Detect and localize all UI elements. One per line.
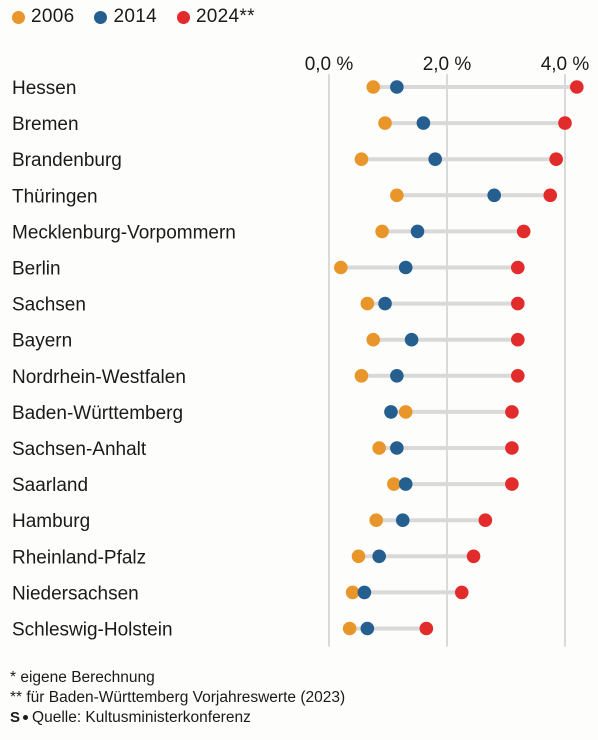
category-label: Hessen xyxy=(12,78,76,99)
data-point-2024 xyxy=(516,224,531,239)
data-point-2024 xyxy=(505,477,519,491)
data-point-2024 xyxy=(543,188,558,203)
data-point-2024 xyxy=(558,116,572,130)
category-label: Saarland xyxy=(12,475,88,496)
data-point-2006 xyxy=(366,332,381,347)
data-point-2014 xyxy=(390,80,404,94)
data-point-2024 xyxy=(466,549,481,564)
legend-swatch xyxy=(176,10,190,24)
category-label: Niedersachsen xyxy=(12,583,139,604)
data-point-2024 xyxy=(570,80,584,94)
legend-swatch xyxy=(12,10,25,24)
data-point-2024 xyxy=(505,405,519,419)
data-point-2014 xyxy=(428,152,443,166)
data-point-2014 xyxy=(416,116,431,130)
data-point-2024 xyxy=(454,585,469,600)
footnote-bw-previous-year: ** für Baden-Württemberg Vorjahreswerte … xyxy=(10,689,346,706)
data-point-2024 xyxy=(505,441,519,455)
x-tick-label: 2,0 % xyxy=(423,54,472,75)
category-label: Bayern xyxy=(12,331,72,352)
data-point-2014 xyxy=(390,369,404,383)
data-point-2014 xyxy=(487,188,502,203)
legend-item-2006: 2006 xyxy=(12,6,74,28)
x-tick-label: 0,0 % xyxy=(305,54,354,75)
category-label: Hamburg xyxy=(12,511,90,532)
dot-plot-chart: 0,0 % 2,0 % 4,0 % Hessen Bremen Brandenburg Th… xyxy=(12,54,590,647)
data-point-2014 xyxy=(404,332,419,347)
data-point-2014 xyxy=(410,224,425,239)
category-label: Rheinland-Pfalz xyxy=(12,547,146,568)
data-point-2006 xyxy=(334,260,348,275)
footnote-own-calculation: * eigene Berechnung xyxy=(10,669,155,686)
legend-swatch xyxy=(94,10,108,24)
data-point-2014 xyxy=(398,477,413,491)
data-point-2006 xyxy=(387,477,401,491)
data-point-2006 xyxy=(354,152,369,166)
data-point-2024 xyxy=(478,513,493,527)
data-point-2024 xyxy=(511,332,525,347)
data-point-2014 xyxy=(395,513,410,527)
data-point-2014 xyxy=(360,621,375,636)
data-point-2024 xyxy=(511,260,525,275)
chart-legend: 2006 2014 2024** xyxy=(12,4,275,30)
data-point-2006 xyxy=(354,369,369,383)
legend-item-2014: 2014 xyxy=(94,6,157,28)
legend-label: 2024** xyxy=(195,6,255,27)
x-tick-label: 4,0 % xyxy=(541,54,590,75)
data-point-2006 xyxy=(375,224,389,239)
category-label: Nordrhein-Westfalen xyxy=(12,367,186,388)
source-line: S Quelle: Kultusministerkonferenz xyxy=(10,708,345,728)
data-point-2006 xyxy=(378,116,392,130)
data-point-2006 xyxy=(398,405,413,419)
source-text: Quelle: Kultusministerkonferenz xyxy=(32,709,251,726)
legend-label: 2006 xyxy=(31,6,75,27)
category-label: Mecklenburg-Vorpommern xyxy=(12,222,236,243)
data-point-2014 xyxy=(372,549,386,564)
data-point-2006 xyxy=(342,621,357,636)
data-point-2014 xyxy=(398,260,413,275)
data-point-2024 xyxy=(549,152,563,166)
category-label: Sachsen xyxy=(12,295,86,316)
data-point-2006 xyxy=(366,80,381,94)
footnotes: * eigene Berechnung ** für Baden-Württem… xyxy=(10,668,345,728)
category-label: Schleswig-Holstein xyxy=(12,620,173,641)
data-point-2014 xyxy=(357,585,372,600)
source-logo: S xyxy=(10,709,21,726)
data-point-2024 xyxy=(419,621,434,636)
data-point-2006 xyxy=(360,296,375,311)
data-point-2006 xyxy=(351,549,366,564)
category-label: Bremen xyxy=(12,114,79,135)
data-point-2014 xyxy=(384,405,398,419)
legend-item-2024: 2024** xyxy=(176,6,255,28)
category-label: Thüringen xyxy=(12,186,98,207)
legend-label: 2014 xyxy=(113,6,157,27)
data-point-2014 xyxy=(390,441,404,455)
data-point-2006 xyxy=(390,188,404,203)
category-label: Berlin xyxy=(12,259,61,280)
data-point-2014 xyxy=(378,296,392,311)
data-point-2024 xyxy=(511,369,525,383)
data-point-2024 xyxy=(511,296,525,311)
category-label: Baden-Württemberg xyxy=(12,403,183,424)
data-point-2006 xyxy=(345,585,360,600)
category-label: Brandenburg xyxy=(12,150,122,171)
data-point-2006 xyxy=(369,513,384,527)
category-label: Sachsen-Anhalt xyxy=(12,439,147,460)
data-point-2006 xyxy=(372,441,386,455)
source-bullet-icon xyxy=(23,715,29,721)
